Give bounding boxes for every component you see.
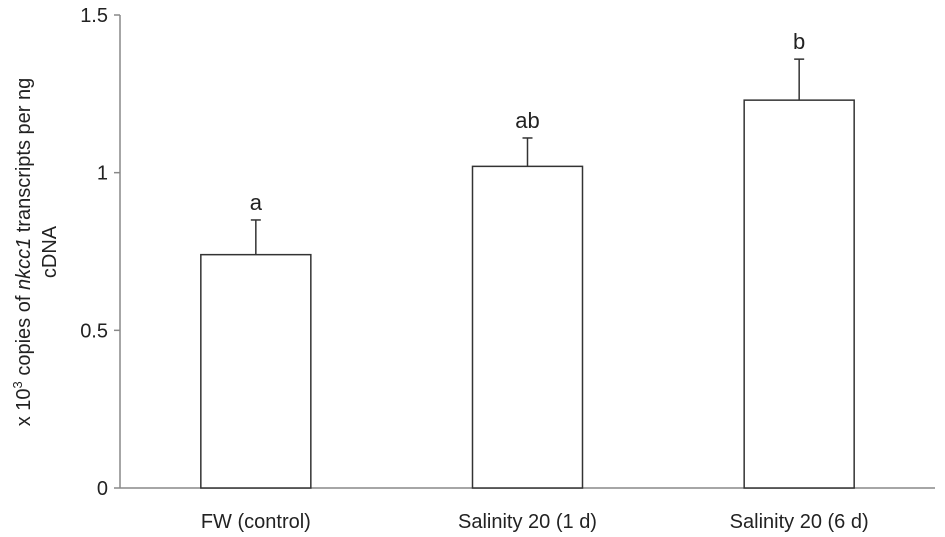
significance-label: ab — [515, 108, 539, 133]
bar — [743, 99, 855, 489]
bar — [200, 253, 312, 489]
y-axis-title-line2: cDNA — [39, 225, 61, 278]
significance-label: a — [250, 190, 263, 215]
x-tick-label: Salinity 20 (6 d) — [730, 511, 869, 533]
y-axis: 0 0.5 1 1.5 — [80, 5, 121, 500]
bars: a ab b — [200, 29, 855, 489]
y-tick-label: 1 — [97, 163, 108, 185]
y-axis-title: x 103 copies of nkcc1 transcripts per ng… — [10, 78, 61, 427]
bar — [471, 165, 584, 489]
y-axis-title-suffix: transcripts per ng — [13, 78, 35, 238]
y-axis-title-prefix: x 10 — [13, 388, 35, 426]
significance-label: b — [793, 29, 805, 54]
x-tick-label: FW (control) — [201, 511, 311, 533]
x-tick-label: Salinity 20 (1 d) — [458, 511, 597, 533]
y-tick-label: 1.5 — [80, 5, 108, 27]
y-axis-title-superscript: 3 — [10, 381, 25, 388]
y-axis-title-mid: copies of — [13, 290, 35, 381]
y-axis-title-gene: nkcc1 — [13, 238, 35, 290]
y-tick-label: 0 — [97, 478, 108, 500]
x-axis: FW (control) Salinity 20 (1 d) Salinity 20… — [120, 487, 935, 533]
svg-text:x 103 copies of nkcc1 transcri: x 103 copies of nkcc1 transcripts per ng — [10, 78, 35, 427]
y-tick-label: 0.5 — [80, 320, 108, 342]
